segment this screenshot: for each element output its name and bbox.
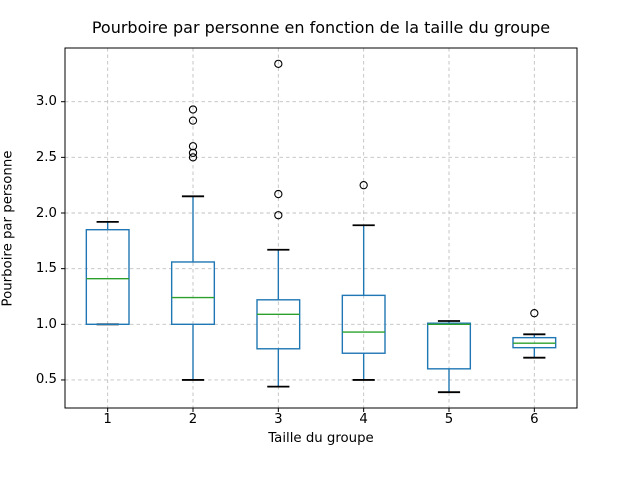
x-tick-label: 3 <box>274 412 283 427</box>
x-tick-label: 6 <box>530 412 539 427</box>
box-group-1 <box>85 228 130 326</box>
x-tick-label: 5 <box>444 412 454 427</box>
y-tick-label: 2.5 <box>35 149 57 165</box>
x-tick-label: 1 <box>103 412 112 427</box>
y-tick-label: 2.0 <box>35 205 57 221</box>
x-tick-label: 2 <box>188 412 198 427</box>
flier-group-4 <box>359 181 368 190</box>
flier-group-3 <box>274 211 283 220</box>
box-group-4 <box>341 294 386 354</box>
y-tick-label: 3.0 <box>35 94 57 110</box>
x-tick-label: 4 <box>359 412 368 427</box>
flier-group-6 <box>530 309 539 318</box>
chart-title: Pourboire par personne en fonction de la… <box>91 18 551 37</box>
flier-group-2 <box>188 153 198 162</box>
box-group-2 <box>170 261 216 326</box>
y-tick-label: 1.5 <box>35 261 57 277</box>
axes-border <box>64 47 578 409</box>
x-axis-label: Taille du groupe <box>268 431 374 446</box>
flier-group-2 <box>188 142 198 151</box>
flier-group-3 <box>274 189 283 199</box>
y-tick-label: 1.0 <box>35 316 57 332</box>
flier-group-2 <box>188 105 198 114</box>
y-axis-label: Pourboire par personne <box>0 150 16 307</box>
y-tick-label: 0.5 <box>35 372 57 388</box>
flier-group-2 <box>188 116 198 125</box>
box-group-5 <box>426 322 472 370</box>
box-group-3 <box>256 299 301 350</box>
flier-group-3 <box>274 59 283 69</box>
